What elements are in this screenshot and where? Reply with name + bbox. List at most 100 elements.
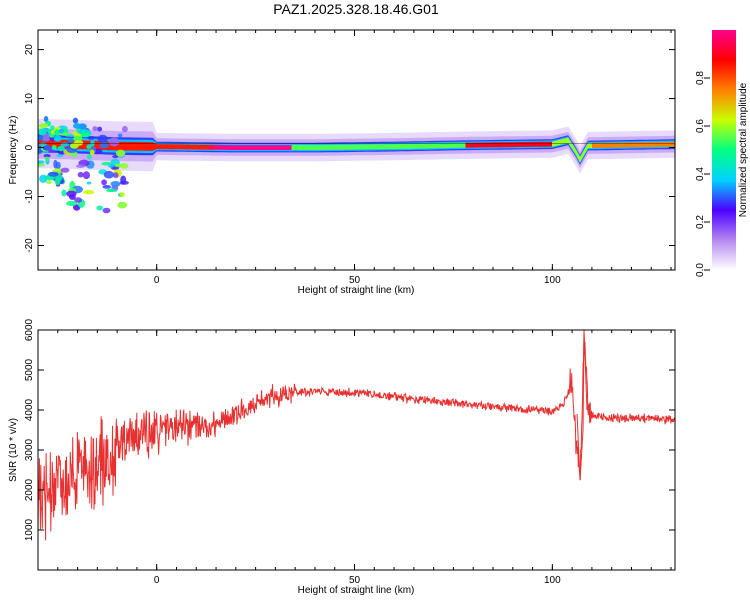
spectral-blob [113, 172, 119, 179]
spectrogram-x-label: Height of straight line (km) [298, 285, 415, 296]
spectrogram-y-tick-label: 20 [24, 44, 35, 56]
spectral-blob [86, 144, 92, 150]
spectral-blob [41, 133, 52, 142]
spectral-blob [51, 145, 57, 150]
spectral-blob [96, 205, 103, 211]
spectral-blob [72, 117, 79, 124]
spectral-blob [108, 137, 120, 147]
snr-y-tick-label: 1000 [24, 518, 35, 541]
figure-title: PAZ1.2025.328.18.46.G01 [273, 1, 439, 17]
snr-y-tick-label: 3000 [24, 438, 35, 461]
spectral-blob [73, 123, 82, 129]
spectrogram-y-tick-label: -20 [24, 238, 35, 253]
snr-y-tick-label: 5000 [24, 358, 35, 381]
spectral-blob [103, 170, 115, 179]
snr-ticks: 0 50 100 1000 2000 3000 4000 5000 6000 [24, 318, 675, 586]
spectral-blob [74, 197, 83, 203]
spectral-blob [66, 200, 78, 207]
spectrogram-y-tick-label: 10 [24, 93, 35, 105]
colorbar-tick-label: 0.8 [695, 71, 706, 85]
colorbar-strip [712, 30, 736, 270]
spectral-blob [48, 171, 59, 177]
spectral-blob [87, 153, 92, 160]
spectrogram-ticks: 0 50 100 -20 -10 0 10 20 [24, 30, 675, 286]
spectral-blob [38, 160, 45, 164]
colorbar-tick-label: 0.2 [695, 215, 706, 229]
spectral-blob [38, 162, 46, 167]
snr-y-label: SNR (10 * v/v) [8, 418, 19, 482]
spectral-blob [92, 126, 98, 131]
spectral-blob [45, 180, 53, 184]
snr-y-tick-label: 2000 [24, 478, 35, 501]
snr-series-line [38, 331, 675, 541]
spectral-blob [97, 134, 108, 143]
spectral-blob [51, 130, 55, 135]
spectral-blob [119, 192, 125, 197]
spectral-blob [87, 136, 96, 140]
spectrogram-x-tick-label: 100 [544, 275, 561, 286]
spectral-blob [83, 190, 95, 195]
spectral-blob [53, 159, 58, 169]
spectral-blob [67, 138, 74, 143]
spectrogram-y-tick-label: -10 [24, 189, 35, 204]
spectrogram-panel: 0 50 100 -20 -10 0 10 20 Height of straight lin… [8, 29, 676, 296]
spectrogram-frame [37, 29, 676, 271]
spectral-blob [114, 163, 123, 168]
spectral-blob [115, 149, 126, 157]
snr-panel: 0 50 100 1000 2000 3000 4000 5000 6000 Height of… [8, 318, 676, 596]
spectral-blob [49, 134, 54, 138]
spectral-blob [66, 190, 77, 197]
spectral-blob [38, 123, 49, 128]
spectrogram-y-tick-label: 0 [24, 144, 35, 150]
spectral-blob [38, 128, 47, 136]
spectrogram-x-tick-label: 50 [349, 275, 361, 286]
spectral-blob [106, 188, 116, 192]
spectral-blob [53, 135, 62, 142]
spectral-blob [102, 207, 111, 214]
spectral-blob [81, 132, 90, 138]
spectrogram-y-label: Frequency (Hz) [8, 116, 19, 185]
spectral-blob [58, 128, 65, 134]
spectral-blob [101, 161, 112, 166]
spectral-blob [97, 126, 103, 132]
spectral-blob [77, 171, 84, 178]
spectral-blob [43, 154, 51, 158]
spectral-blob [102, 185, 112, 189]
spectral-blob [46, 129, 52, 134]
snr-x-tick-label: 100 [544, 575, 561, 586]
spectrogram-content [38, 115, 675, 214]
snr-x-tick-label: 0 [154, 575, 160, 586]
snr-spike [576, 330, 588, 481]
spectral-blob [112, 154, 119, 159]
spectral-blob [117, 133, 123, 138]
spectral-blob [73, 140, 84, 146]
spectral-blob [99, 142, 109, 149]
spectral-blob [60, 167, 70, 173]
spectral-blob [120, 175, 127, 185]
colorbar-label: Normalized spectral amplitude [738, 82, 749, 217]
colorbar-tick-label: 0.0 [695, 263, 706, 277]
spectral-blob [101, 179, 107, 186]
spectral-blob [61, 189, 67, 197]
spectral-blob [54, 129, 61, 136]
spectral-blob [89, 149, 95, 156]
spectral-blob [110, 181, 121, 187]
spectral-blob [44, 156, 50, 162]
colorbar-tick-label: 0.6 [695, 119, 706, 133]
snr-content [38, 330, 675, 541]
spectral-blob [122, 125, 128, 133]
snr-x-tick-label: 50 [349, 575, 361, 586]
spectral-blob [42, 145, 52, 151]
spectral-blob [57, 145, 65, 152]
colorbar: 0.0 0.2 0.4 0.6 0.8 Normalized spectral ampl… [695, 30, 749, 277]
colorbar-ticks: 0.0 0.2 0.4 0.6 0.8 [695, 71, 710, 277]
spectrogram-x-tick-label: 0 [154, 275, 160, 286]
spectral-blob [119, 163, 129, 169]
snr-background [38, 330, 675, 570]
spectral-blob [86, 181, 92, 185]
snr-y-tick-label: 4000 [24, 398, 35, 421]
spectral-blob [50, 125, 55, 131]
spectral-blob [82, 171, 90, 180]
spectral-blob [56, 153, 64, 158]
